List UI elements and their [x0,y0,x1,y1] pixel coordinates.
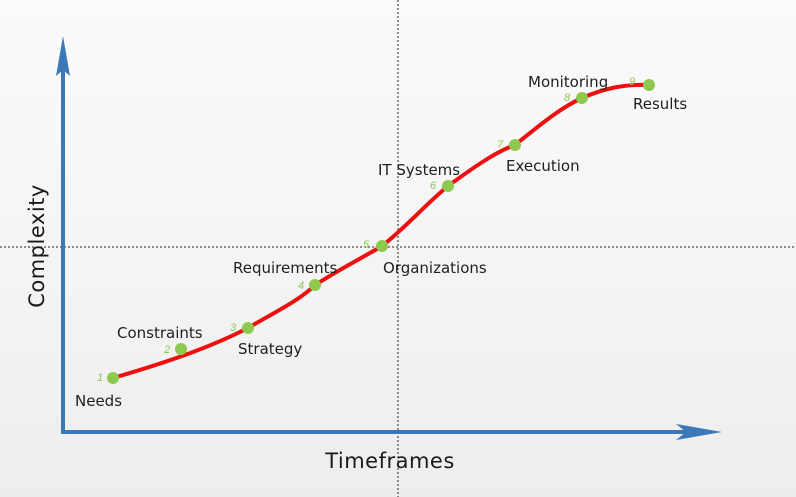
stage-point-4 [309,279,321,291]
stage-point-9 [643,79,655,91]
axes [56,36,722,440]
stage-label-2: Constraints [117,324,203,342]
stage-point-6 [442,180,454,192]
stage-point-5 [376,240,388,252]
stage-label-6: IT Systems [378,161,460,179]
stage-point-8 [576,92,588,104]
stage-label-8: Monitoring [528,73,608,91]
stage-point-2 [175,343,187,355]
stage-number-6: 6 [430,180,437,192]
stage-label-7: Execution [506,157,580,175]
stage-label-9: Results [633,95,687,113]
stage-label-5: Organizations [383,259,487,277]
stage-label-1: Needs [75,392,122,410]
stage-number-3: 3 [230,322,237,334]
stage-number-5: 5 [363,239,370,251]
stage-number-7: 7 [497,139,504,151]
stage-label-4: Requirements [233,259,337,277]
y-axis-title: Complexity [25,184,49,308]
x-axis-title: Timeframes [324,449,455,473]
stage-number-2: 2 [163,344,170,356]
stage-label-3: Strategy [238,340,302,358]
stage-point-3 [242,322,254,334]
stage-number-1: 1 [97,372,103,384]
stage-number-8: 8 [564,92,571,104]
x-axis-arrowhead [676,424,722,440]
y-axis-arrowhead [56,36,70,76]
stage-point-1 [107,372,119,384]
stage-point-7 [509,139,521,151]
stage-number-4: 4 [298,280,304,292]
stage-number-9: 9 [629,76,635,88]
